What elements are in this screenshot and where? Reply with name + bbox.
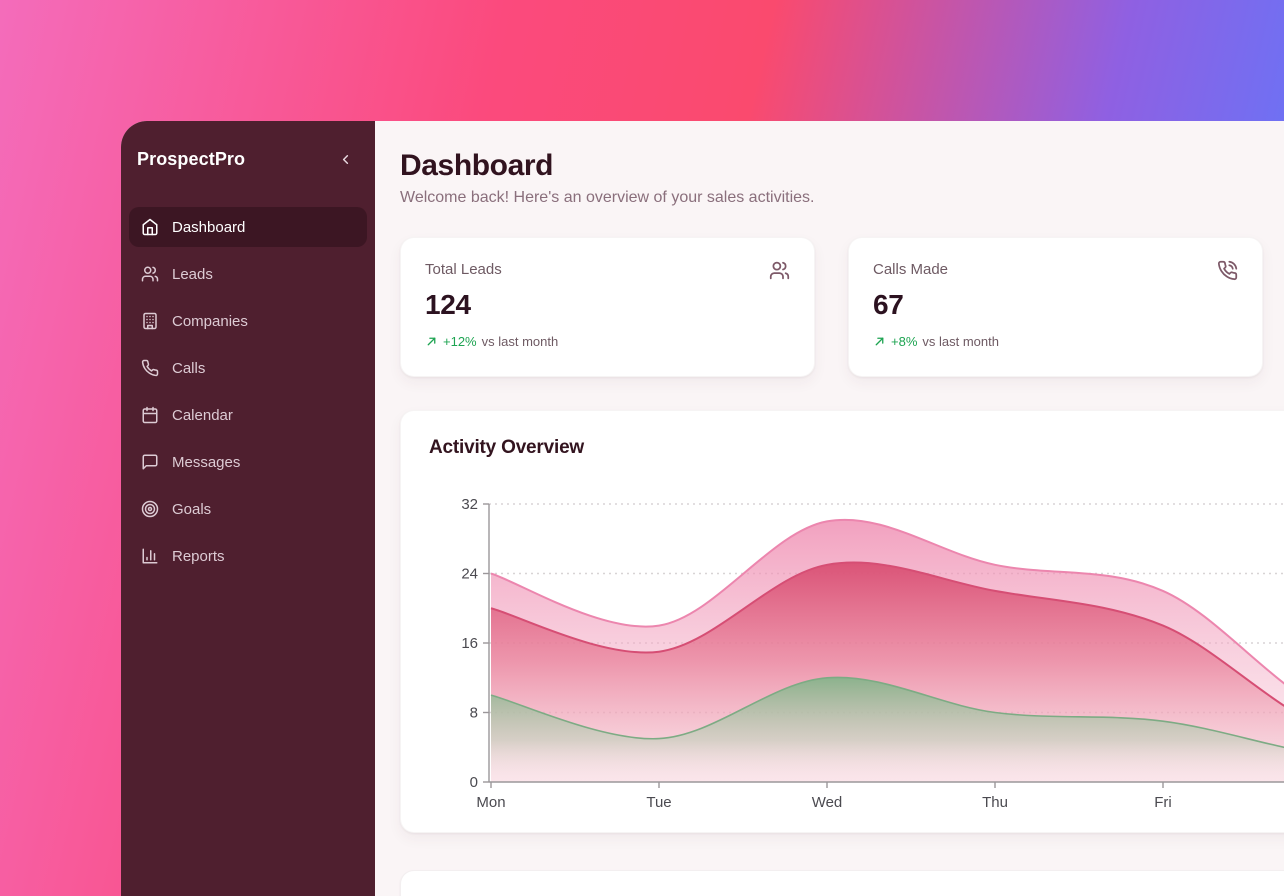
main-content: Dashboard Welcome back! Here's an overvi… <box>375 121 1284 896</box>
svg-text:Fri: Fri <box>1154 794 1172 811</box>
app-logo-text: ProspectPro <box>137 148 246 169</box>
building-icon <box>141 312 159 330</box>
svg-text:8: 8 <box>470 705 478 722</box>
svg-text:Thu: Thu <box>982 794 1008 811</box>
users-icon <box>141 265 159 283</box>
sidebar-item-label: Companies <box>172 312 248 330</box>
area-chart-canvas: 08162432MonTueWedThuFriSatSun <box>461 496 1284 811</box>
users-icon <box>769 260 790 286</box>
stat-card-total-leads: Total Leads 124 +12% vs last month <box>400 237 815 377</box>
stat-change-percent: +12% <box>443 334 477 349</box>
bar-chart-icon <box>141 547 159 565</box>
svg-text:Tue: Tue <box>646 794 671 811</box>
svg-text:16: 16 <box>461 635 478 652</box>
stat-change-caption: vs last month <box>922 334 999 349</box>
sidebar-item-label: Messages <box>172 453 241 471</box>
stat-value: 67 <box>873 289 904 320</box>
stat-value: 124 <box>425 289 471 320</box>
sidebar-item-goals[interactable]: Goals <box>129 489 367 529</box>
svg-text:Wed: Wed <box>812 794 843 811</box>
stat-label: Calls Made <box>873 261 949 278</box>
app-window: ProspectPro Dashboard Leads <box>121 121 1284 896</box>
stat-change: +12% vs last month <box>425 334 790 349</box>
stats-row: Total Leads 124 +12% vs last month Calls… <box>400 237 1284 377</box>
sidebar-nav: Dashboard Leads Companies Calls <box>129 207 367 576</box>
activity-overview-card: Activity Overview 0 8 16 24 32 Mon Tue Wed Thu Fr… <box>400 410 1284 833</box>
stat-label: Total Leads <box>425 261 502 278</box>
sidebar-item-reports[interactable]: Reports <box>129 536 367 576</box>
sidebar-item-calendar[interactable]: Calendar <box>129 395 367 435</box>
sidebar-item-label: Dashboard <box>172 218 246 236</box>
calendar-icon <box>141 406 159 424</box>
message-square-icon <box>141 453 159 471</box>
stat-change-percent: +8% <box>891 334 918 349</box>
sidebar-item-companies[interactable]: Companies <box>129 301 367 341</box>
svg-text:Mon: Mon <box>476 794 505 811</box>
next-section-card <box>400 870 1284 896</box>
stat-change-caption: vs last month <box>481 334 559 349</box>
stat-change: +8% vs last month <box>873 334 1238 349</box>
phone-icon <box>141 359 159 377</box>
activity-overview-title: Activity Overview <box>429 437 585 458</box>
sidebar-item-label: Calendar <box>172 406 233 424</box>
sidebar-item-label: Calls <box>172 359 206 377</box>
home-icon <box>141 218 159 236</box>
trending-up-icon <box>425 335 438 348</box>
sidebar-item-calls[interactable]: Calls <box>129 348 367 388</box>
sidebar-item-leads[interactable]: Leads <box>129 254 367 294</box>
sidebar-collapse-button[interactable] <box>336 150 355 169</box>
activity-area-chart: 08162432MonTueWedThuFriSatSun <box>429 496 1284 826</box>
svg-text:32: 32 <box>461 496 478 513</box>
trending-up-icon <box>873 335 886 348</box>
svg-text:24: 24 <box>461 566 478 583</box>
sidebar-item-label: Leads <box>172 265 213 283</box>
stat-card-calls-made: Calls Made 67 +8% vs last month <box>848 237 1263 377</box>
page-subtitle: Welcome back! Here's an overview of your… <box>400 189 815 206</box>
sidebar: ProspectPro Dashboard Leads <box>121 121 375 896</box>
page-title: Dashboard <box>400 149 554 182</box>
target-icon <box>141 500 159 518</box>
sidebar-item-label: Goals <box>172 500 212 518</box>
sidebar-item-label: Reports <box>172 547 225 565</box>
phone-call-icon <box>1217 260 1238 286</box>
sidebar-item-dashboard[interactable]: Dashboard <box>129 207 367 247</box>
chevron-left-icon <box>338 152 353 167</box>
sidebar-header: ProspectPro <box>137 148 355 170</box>
sidebar-item-messages[interactable]: Messages <box>129 442 367 482</box>
svg-text:0: 0 <box>470 774 478 791</box>
